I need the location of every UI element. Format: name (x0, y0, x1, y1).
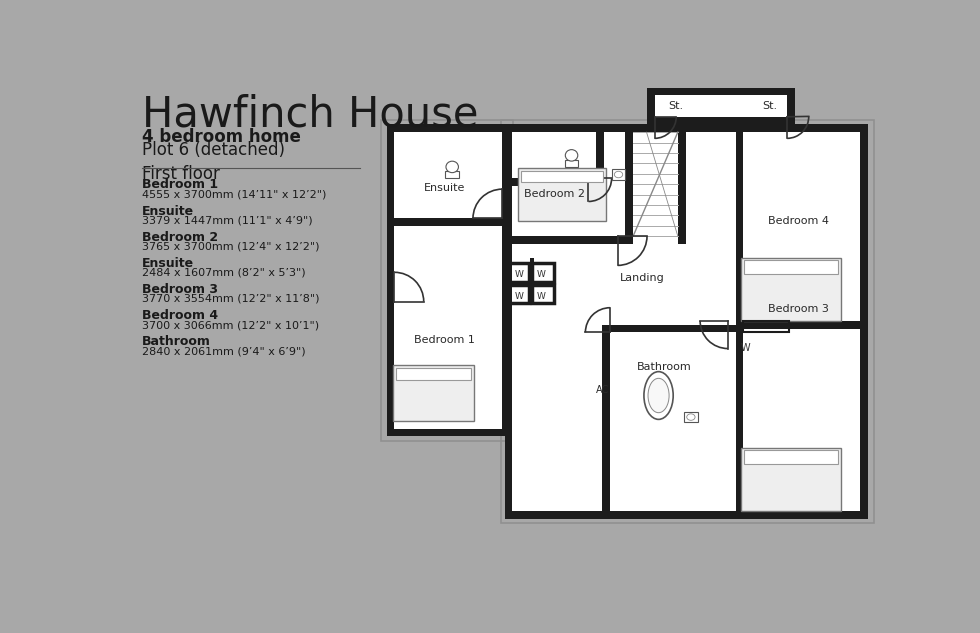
Text: 4555 x 3700mm (14’11" x 12’2"): 4555 x 3700mm (14’11" x 12’2") (142, 189, 326, 199)
Bar (647, 87, 795, 95)
Text: Bathroom: Bathroom (637, 362, 691, 372)
Text: Bedroom 2: Bedroom 2 (524, 189, 585, 199)
Bar (387, 125, 510, 132)
Text: 2840 x 2061mm (9’4" x 6’9"): 2840 x 2061mm (9’4" x 6’9") (142, 346, 306, 356)
Ellipse shape (614, 172, 622, 178)
Text: St.: St. (668, 101, 683, 111)
Text: Bathroom: Bathroom (142, 335, 211, 348)
Bar (505, 125, 513, 518)
Text: 3770 x 3554mm (12’2" x 11’8"): 3770 x 3554mm (12’2" x 11’8") (142, 294, 319, 304)
Text: Ensuite: Ensuite (142, 204, 194, 218)
Text: AC: AC (596, 385, 609, 395)
Bar (647, 87, 655, 125)
Text: W: W (536, 292, 545, 301)
Bar (612, 169, 625, 180)
Bar (393, 365, 473, 421)
Bar (860, 125, 868, 518)
Bar (508, 285, 529, 303)
Ellipse shape (565, 149, 578, 161)
Bar (741, 258, 841, 321)
Bar (625, 125, 633, 244)
Bar (743, 321, 790, 332)
Bar (684, 411, 698, 422)
Bar (647, 116, 795, 125)
Bar (505, 125, 868, 518)
Bar (387, 125, 510, 436)
Bar (503, 125, 510, 436)
Text: Landing: Landing (620, 273, 664, 284)
Bar (744, 450, 838, 464)
Bar (678, 125, 686, 244)
Bar (513, 179, 596, 186)
Bar (564, 160, 578, 167)
Text: W: W (514, 270, 523, 279)
Text: W: W (536, 270, 545, 279)
Bar (380, 120, 514, 441)
Ellipse shape (648, 379, 669, 413)
Text: Ensuite: Ensuite (142, 257, 194, 270)
Text: 3379 x 1447mm (11’1" x 4’9"): 3379 x 1447mm (11’1" x 4’9") (142, 215, 313, 225)
Bar (445, 172, 459, 179)
Bar (736, 321, 868, 329)
Text: 4 bedroom home: 4 bedroom home (142, 128, 301, 146)
Bar (596, 125, 604, 186)
Ellipse shape (644, 372, 673, 420)
Ellipse shape (687, 414, 695, 420)
Bar (508, 263, 529, 282)
Text: Hawfinch House: Hawfinch House (142, 94, 478, 135)
Bar (505, 236, 633, 244)
Text: Bedroom 1: Bedroom 1 (142, 179, 218, 191)
Bar (532, 263, 554, 282)
Text: W: W (741, 343, 751, 353)
Text: First floor: First floor (142, 165, 220, 182)
Bar (532, 285, 554, 303)
Text: Bedroom 3: Bedroom 3 (142, 283, 218, 296)
Bar (396, 368, 470, 380)
Text: 2484 x 1607mm (8’2" x 5’3"): 2484 x 1607mm (8’2" x 5’3") (142, 268, 306, 278)
Bar (744, 260, 838, 274)
Text: Ensuite: Ensuite (423, 184, 466, 193)
Text: Bedroom 4: Bedroom 4 (142, 310, 218, 322)
Bar (387, 218, 510, 226)
Text: Bedroom 4: Bedroom 4 (768, 216, 829, 226)
Text: St.: St. (761, 101, 777, 111)
Bar (741, 448, 841, 511)
Text: Bedroom 2: Bedroom 2 (142, 231, 218, 244)
Bar (505, 125, 868, 132)
Text: Bedroom 1: Bedroom 1 (415, 335, 475, 345)
Text: Plot 6 (detached): Plot 6 (detached) (142, 141, 285, 160)
Bar (502, 120, 874, 523)
Bar (517, 168, 607, 221)
Bar (520, 171, 603, 182)
Bar (736, 125, 743, 518)
Text: 3700 x 3066mm (12’2" x 10’1"): 3700 x 3066mm (12’2" x 10’1") (142, 320, 319, 330)
Text: Bedroom 3: Bedroom 3 (768, 304, 829, 314)
Bar (505, 511, 868, 518)
Bar (530, 258, 534, 304)
Text: 3765 x 3700mm (12’4" x 12’2"): 3765 x 3700mm (12’4" x 12’2") (142, 242, 319, 251)
Bar (603, 325, 611, 518)
Bar (787, 87, 795, 125)
Ellipse shape (446, 161, 459, 173)
Text: W: W (514, 292, 523, 301)
Bar (647, 87, 795, 125)
Bar (387, 125, 395, 436)
Bar (387, 429, 510, 436)
Bar (603, 325, 743, 332)
